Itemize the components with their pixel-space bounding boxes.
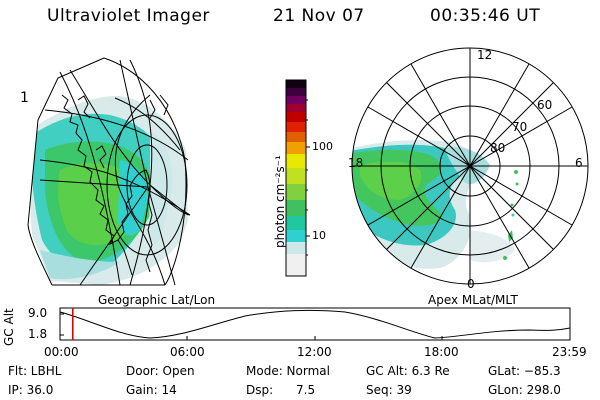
- mlt-label-6: 6: [575, 156, 583, 170]
- glon-status: GLon: 298.0: [488, 383, 561, 397]
- mode-status: Mode: Normal: [246, 364, 330, 378]
- orbit-xtick-3: 18:00: [424, 345, 459, 359]
- ip-status: IP: 36.0: [8, 383, 54, 397]
- mlt-label-18: 18: [348, 156, 364, 170]
- colorbar-unit-label: photon cm⁻²s⁻¹: [273, 155, 287, 248]
- gc-alt-status: GC Alt: 6.3 Re: [366, 364, 450, 378]
- corner-mark: 1: [20, 90, 29, 106]
- time-label: 00:35:46 UT: [430, 6, 541, 26]
- mlt-label-0: 0: [467, 277, 475, 291]
- mlt-label-12: 12: [477, 48, 493, 62]
- orbit-ytick-bottom: 1.8: [28, 327, 48, 341]
- instrument-title: Ultraviolet Imager: [47, 6, 210, 26]
- seq-status: Seq: 39: [366, 383, 412, 397]
- orbit-ylabel: GC Alt: [2, 308, 16, 346]
- date-label: 21 Nov 07: [273, 6, 365, 26]
- gain-status: Gain: 14: [126, 383, 177, 397]
- colorbar-tick-10: 10: [312, 229, 326, 242]
- mlat-label-80: 80: [490, 141, 506, 155]
- geographic-map: [27, 57, 191, 286]
- mlat-label-60: 60: [537, 98, 553, 112]
- apex-caption: Apex MLat/MLT: [428, 293, 518, 307]
- orbit-xtick-1: 06:00: [170, 345, 205, 359]
- orbit-ytick-top: 9.0: [28, 306, 48, 320]
- orbit-xtick-2: 12:00: [297, 345, 332, 359]
- orbit-xtick-0: 00:00: [44, 345, 79, 359]
- door-status: Door: Open: [126, 364, 195, 378]
- colorbar-tick-100: 100: [312, 140, 333, 153]
- orbit-altitude-plot: [59, 307, 571, 341]
- geographic-caption: Geographic Lat/Lon: [98, 293, 216, 307]
- glat-status: GLat: −85.3: [488, 364, 561, 378]
- intensity-colorbar: [285, 79, 310, 277]
- mlat-label-70: 70: [512, 120, 528, 134]
- apex-polar-plot: [351, 47, 589, 285]
- orbit-xtick-4: 23:59: [552, 345, 587, 359]
- dsp-status: Dsp: 7.5: [246, 383, 316, 397]
- filter-status: Flt: LBHL: [8, 364, 62, 378]
